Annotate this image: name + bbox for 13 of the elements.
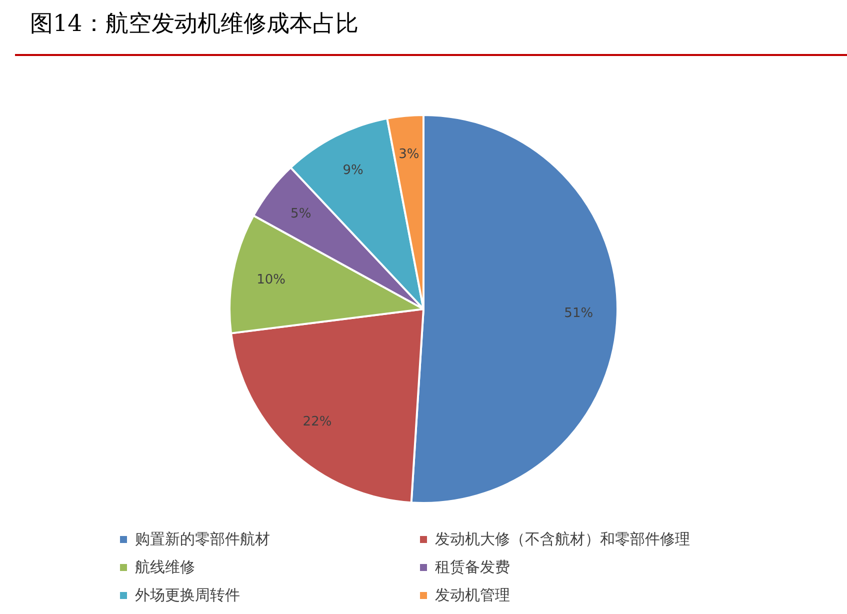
chart-title: 图14：航空发动机维修成本占比 <box>30 10 358 39</box>
data-label: 22% <box>302 414 332 430</box>
legend-label: 外场更换周转件 <box>135 586 240 605</box>
data-label: 5% <box>290 206 312 222</box>
data-label: 51% <box>564 306 594 322</box>
legend-label: 租赁备发费 <box>435 558 510 577</box>
legend-label: 购置新的零部件航材 <box>135 530 270 549</box>
legend-label: 航线维修 <box>135 558 195 577</box>
legend-label: 发动机大修（不含航材）和零部件修理 <box>435 530 690 549</box>
data-label: 3% <box>398 146 420 162</box>
data-label: 9% <box>342 163 364 178</box>
data-label: 10% <box>256 272 286 288</box>
legend-label: 发动机管理 <box>435 586 510 605</box>
